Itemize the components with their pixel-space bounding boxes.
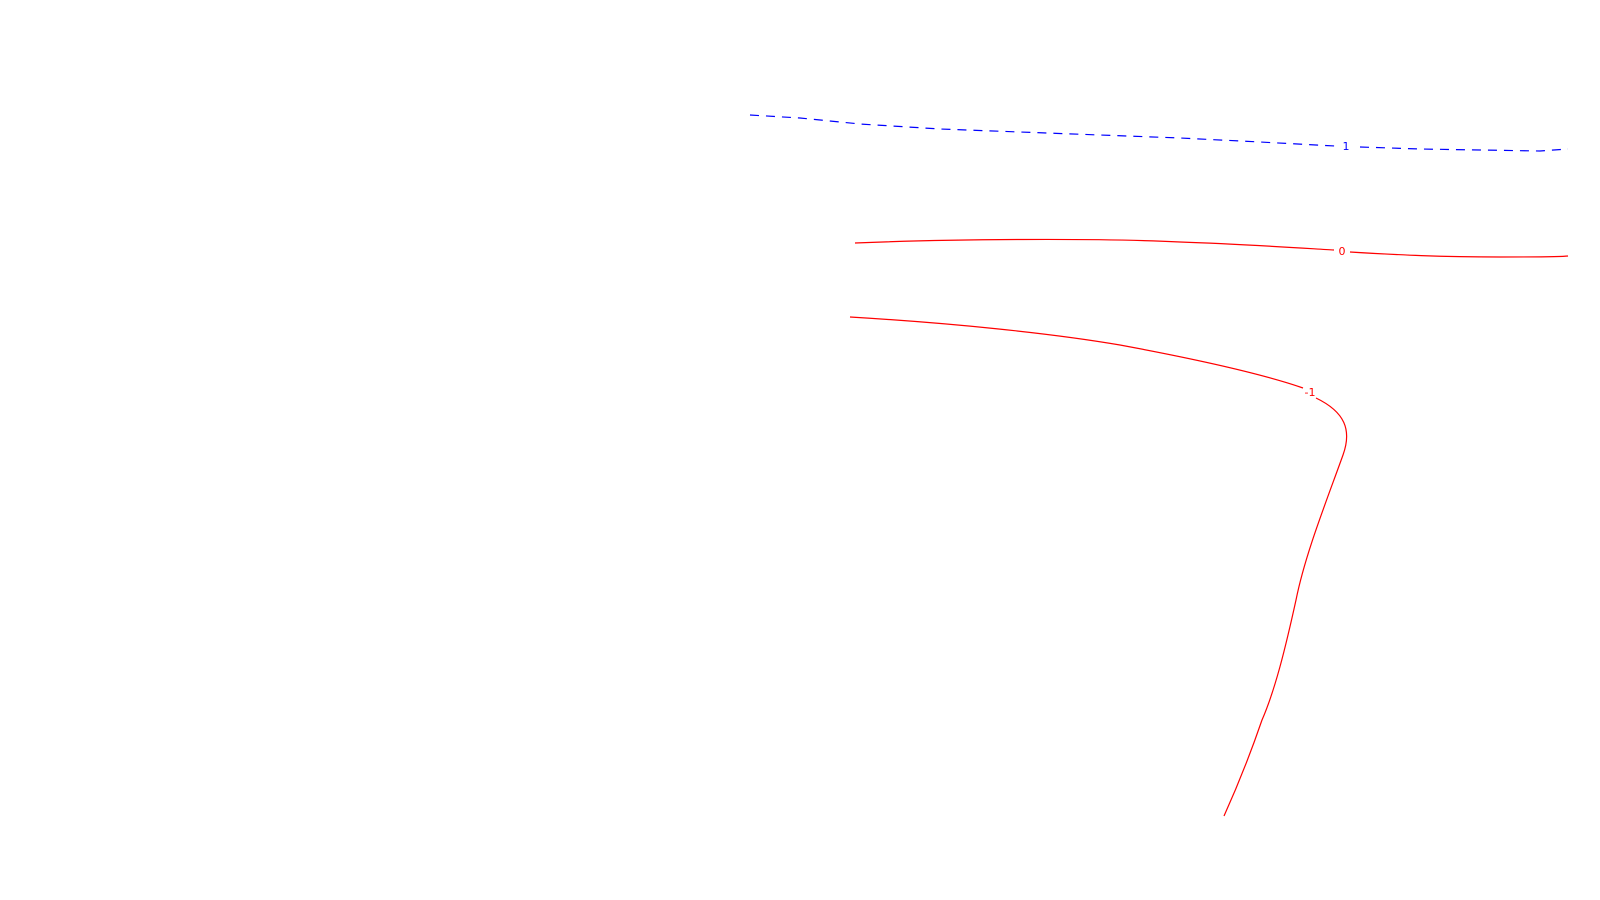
- contour-label-0: 0: [1339, 245, 1346, 258]
- contour-label-1: 1: [1343, 140, 1350, 153]
- contour-line-0-continued: [1349, 251, 1569, 258]
- contour-line-1-continued: [1359, 146, 1569, 152]
- contour-label-neg1: -1: [1305, 386, 1316, 399]
- contour-line-1: [749, 114, 1336, 147]
- contour-line-neg1-continued: [1223, 397, 1348, 817]
- contour-line-neg1: [849, 316, 1304, 389]
- contour-line-0: [854, 238, 1335, 251]
